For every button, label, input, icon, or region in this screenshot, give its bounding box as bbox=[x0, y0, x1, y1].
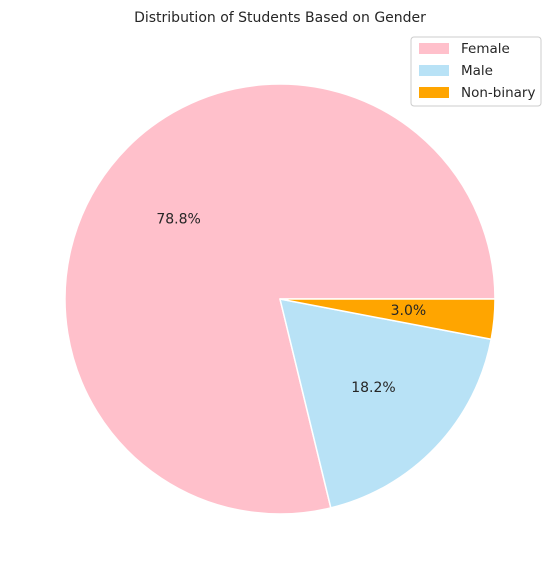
percent-label-female: 78.8% bbox=[156, 211, 200, 227]
legend-swatch-male bbox=[419, 65, 449, 76]
legend-entries: Female Male Non-binary bbox=[419, 41, 535, 101]
legend-swatch-non-binary bbox=[419, 87, 449, 98]
percent-labels: 78.8% 18.2% 3.0% bbox=[156, 211, 426, 396]
slice-male bbox=[279, 298, 492, 509]
percent-label-male: 18.2% bbox=[351, 380, 395, 396]
legend: Female Male Non-binary bbox=[410, 36, 542, 107]
legend-label-male: Male bbox=[461, 63, 493, 79]
pie-slices bbox=[64, 83, 496, 515]
legend-swatch-female bbox=[419, 43, 449, 54]
percent-label-non-binary: 3.0% bbox=[391, 303, 427, 319]
legend-label-female: Female bbox=[461, 41, 510, 57]
slice-non-binary bbox=[279, 298, 496, 341]
chart-title: Distribution of Students Based on Gender bbox=[134, 10, 426, 26]
legend-label-non-binary: Non-binary bbox=[461, 85, 535, 101]
